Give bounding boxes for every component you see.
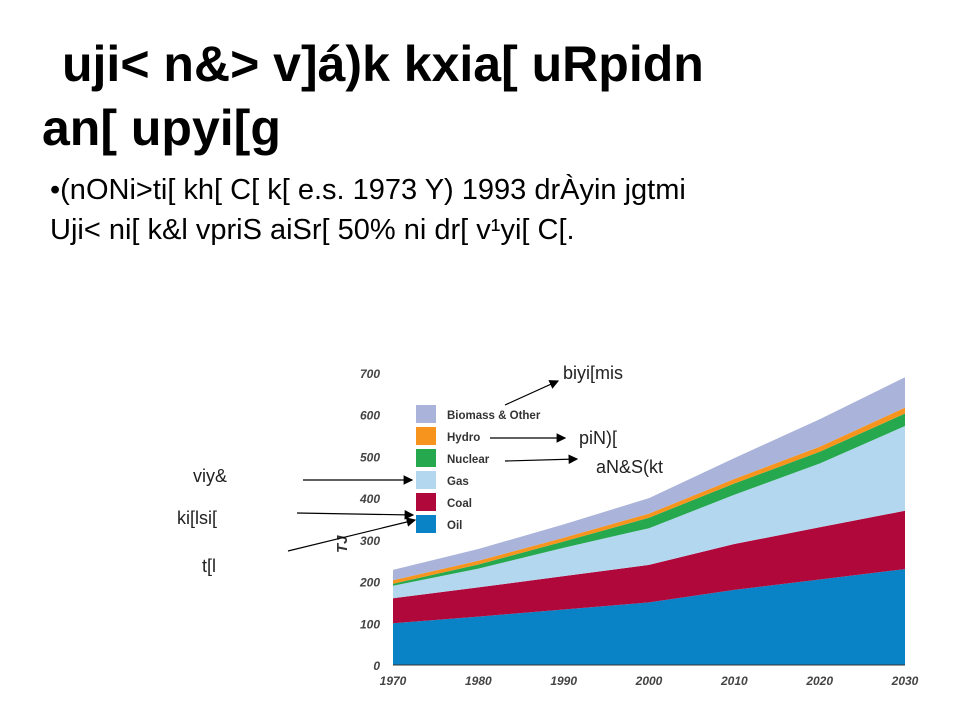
annotation-biomass: biyi[mis xyxy=(563,363,624,383)
legend-label-hydro: Hydro xyxy=(447,432,480,444)
x-tick-label: 1990 xyxy=(550,674,577,688)
legend-label-biomass: Biomass & Other xyxy=(447,410,541,422)
area-series-oil xyxy=(393,569,905,665)
annotation-coal: ki[lsi[ xyxy=(177,508,217,528)
area-series-gas xyxy=(393,426,905,599)
y-axis-label: TJ xyxy=(334,535,351,553)
slide-title: uji< n&> v]á)k kxia[ uRpidn an[ upyi[g xyxy=(42,32,942,160)
x-tick-label: 1970 xyxy=(380,674,407,688)
y-tick-label: 200 xyxy=(359,576,380,590)
y-tick-label: 100 xyxy=(360,617,380,631)
legend-label-coal: Coal xyxy=(447,498,472,510)
x-tick-label: 2020 xyxy=(805,674,833,688)
legend-swatch-gas xyxy=(416,471,436,489)
legend-swatch-biomass xyxy=(416,405,436,423)
y-tick-label: 300 xyxy=(360,534,380,548)
x-tick-label: 1980 xyxy=(465,674,492,688)
annotation-oil: t[l xyxy=(202,556,217,576)
arrow-nuclear xyxy=(504,454,579,465)
area-series-coal xyxy=(393,510,905,624)
y-tick-label: 700 xyxy=(360,367,380,381)
title-line-1: uji< n&> v]á)k kxia[ uRpidn xyxy=(62,36,704,92)
bullet-text: •(nONi>ti[ kh[ C[ k[ e.s. 1973 Y) 1993 d… xyxy=(50,170,930,250)
legend-layer: Biomass & Other Hydro Nuclear Gas Coal Oil xyxy=(416,405,541,533)
y-tick-label: 600 xyxy=(360,409,380,423)
y-tick-label: 0 xyxy=(373,659,380,673)
x-tick-label: 2030 xyxy=(891,674,919,688)
legend-swatch-coal xyxy=(416,493,436,511)
x-tick-label: 2010 xyxy=(720,674,748,688)
legend-swatch-oil xyxy=(416,515,436,533)
y-tick-label: 500 xyxy=(360,450,380,464)
y-tick-label: 400 xyxy=(359,492,380,506)
axis-layer: 0 100 200 300 400 500 600 700 1970 1980 1990 2000 20… xyxy=(359,367,919,688)
annotation-gas: viy& xyxy=(193,466,228,486)
x-tick-label: 2000 xyxy=(635,674,663,688)
arrow-oil xyxy=(287,517,417,552)
title-line-2: an[ upyi[g xyxy=(42,100,281,156)
arrow-coal xyxy=(296,510,415,520)
legend-label-gas: Gas xyxy=(447,476,469,488)
arrow-biomass xyxy=(504,380,560,406)
annotation-nuclear: aN&S(kt xyxy=(596,457,664,477)
annotation-hydro: piN)[ xyxy=(579,428,618,448)
bullet-line-1: •(nONi>ti[ kh[ C[ k[ e.s. 1973 Y) 1993 d… xyxy=(50,174,686,206)
area-layer xyxy=(393,377,905,665)
legend-label-nuclear: Nuclear xyxy=(447,454,490,466)
legend-swatch-hydro xyxy=(416,427,436,445)
legend-swatch-nuclear xyxy=(416,449,436,467)
legend-label-oil: Oil xyxy=(447,520,462,532)
bullet-line-2: Uji< ni[ k&l vpriS aiSr[ 50% ni dr[ v¹yi… xyxy=(50,214,575,246)
area-series-biomass xyxy=(393,377,905,581)
